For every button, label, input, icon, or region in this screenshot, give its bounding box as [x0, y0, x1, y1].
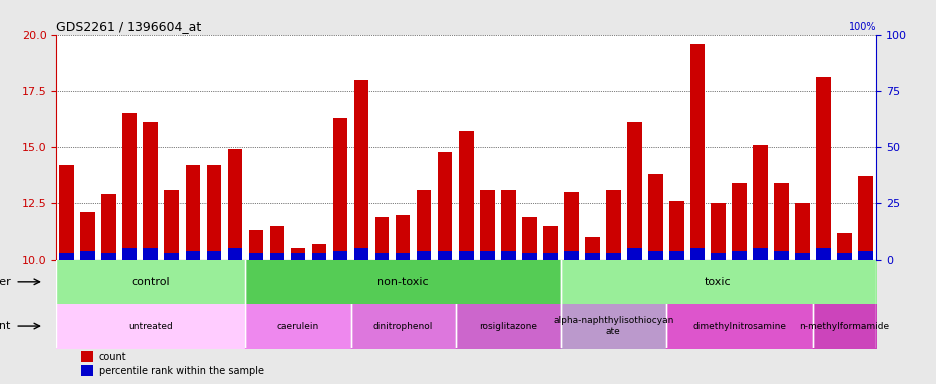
Bar	[584, 253, 599, 260]
Bar	[648, 251, 662, 260]
Bar	[248, 230, 263, 260]
Bar	[353, 248, 368, 260]
Bar	[123, 248, 137, 260]
Bar	[80, 251, 95, 260]
Bar	[59, 165, 74, 260]
Text: control: control	[131, 277, 170, 287]
Bar	[563, 251, 578, 260]
Bar	[563, 192, 578, 260]
Text: alpha-naphthylisothiocyan
ate: alpha-naphthylisothiocyan ate	[552, 316, 673, 336]
Bar	[101, 194, 116, 260]
Bar	[143, 122, 158, 260]
Bar	[606, 190, 620, 260]
Bar	[332, 118, 347, 260]
Bar	[227, 248, 242, 260]
Text: rosiglitazone: rosiglitazone	[478, 321, 536, 331]
Bar	[312, 253, 326, 260]
Bar	[248, 253, 263, 260]
Text: percentile rank within the sample: percentile rank within the sample	[98, 366, 264, 376]
Bar	[836, 233, 851, 260]
Bar	[395, 253, 410, 260]
Bar	[479, 251, 494, 260]
Bar	[753, 145, 767, 260]
Bar	[374, 253, 389, 260]
Bar	[290, 248, 305, 260]
Text: caerulein: caerulein	[276, 321, 319, 331]
Bar	[185, 251, 200, 260]
Bar	[459, 131, 473, 260]
Bar	[123, 113, 137, 260]
Bar	[606, 253, 620, 260]
Bar	[542, 253, 557, 260]
Bar	[459, 251, 473, 260]
Bar	[521, 217, 536, 260]
Bar	[857, 176, 872, 260]
Bar	[290, 253, 305, 260]
Bar	[165, 253, 179, 260]
Bar	[689, 248, 704, 260]
Bar	[353, 79, 368, 260]
Text: dinitrophenol: dinitrophenol	[373, 321, 432, 331]
Text: non-toxic: non-toxic	[377, 277, 429, 287]
Bar	[521, 253, 536, 260]
Text: dimethylnitrosamine: dimethylnitrosamine	[692, 321, 785, 331]
Bar	[185, 165, 200, 260]
Text: agent: agent	[0, 321, 11, 331]
Bar	[648, 174, 662, 260]
Bar	[206, 251, 221, 260]
Bar	[815, 248, 830, 260]
Bar	[165, 190, 179, 260]
Bar	[836, 253, 851, 260]
Bar	[857, 251, 872, 260]
Bar	[753, 248, 767, 260]
Text: 100%: 100%	[848, 22, 875, 32]
Bar	[143, 248, 158, 260]
Bar	[101, 253, 116, 260]
Bar	[731, 251, 746, 260]
Bar	[795, 253, 809, 260]
Bar	[59, 253, 74, 260]
Bar	[689, 43, 704, 260]
Bar	[501, 251, 515, 260]
Bar	[815, 77, 830, 260]
Bar	[710, 204, 725, 260]
Bar	[668, 251, 683, 260]
Bar	[312, 244, 326, 260]
Bar	[795, 204, 809, 260]
Text: toxic: toxic	[705, 277, 731, 287]
Bar	[731, 183, 746, 260]
Bar	[417, 190, 431, 260]
Bar	[773, 183, 788, 260]
Bar	[417, 251, 431, 260]
Bar	[542, 226, 557, 260]
Bar	[773, 251, 788, 260]
Bar	[227, 149, 242, 260]
Bar	[374, 217, 389, 260]
Bar	[80, 365, 93, 376]
Bar	[270, 253, 284, 260]
Bar	[332, 251, 347, 260]
Text: GDS2261 / 1396604_at: GDS2261 / 1396604_at	[56, 20, 201, 33]
Bar	[668, 201, 683, 260]
Text: untreated: untreated	[128, 321, 173, 331]
Text: count: count	[98, 352, 126, 362]
Bar	[206, 165, 221, 260]
Bar	[437, 152, 452, 260]
Bar	[710, 253, 725, 260]
Bar	[395, 215, 410, 260]
Text: n-methylformamide: n-methylformamide	[798, 321, 888, 331]
Bar	[479, 190, 494, 260]
Bar	[584, 237, 599, 260]
Bar	[80, 212, 95, 260]
Bar	[626, 122, 641, 260]
Bar	[437, 251, 452, 260]
Text: other: other	[0, 277, 11, 287]
Bar	[626, 248, 641, 260]
Bar	[80, 351, 93, 362]
Bar	[501, 190, 515, 260]
Bar	[270, 226, 284, 260]
